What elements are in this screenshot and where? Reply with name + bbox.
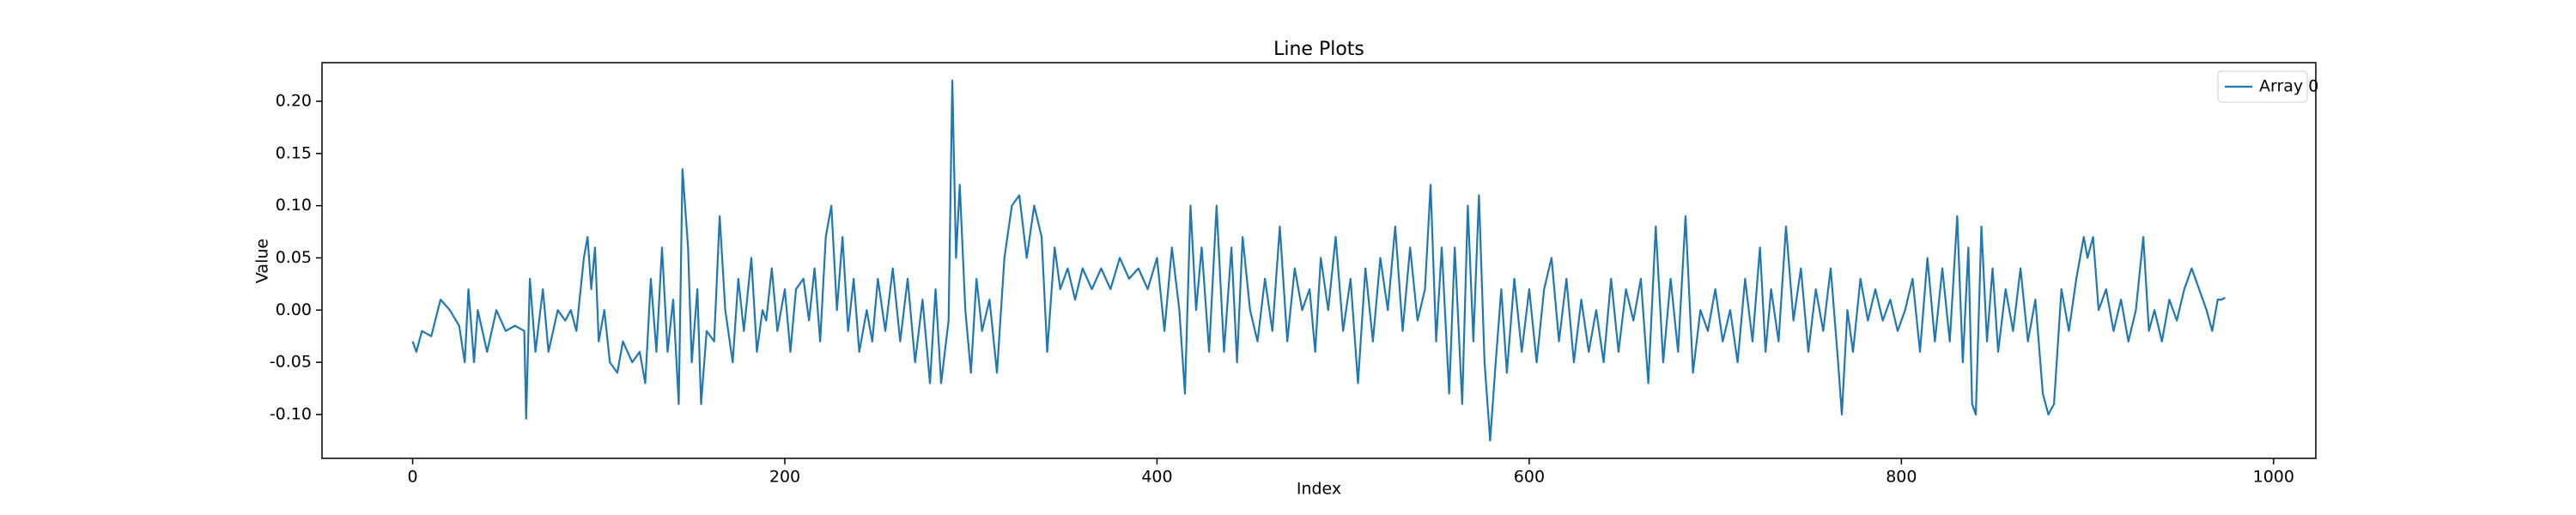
x-tick-label: 200 <box>769 468 800 487</box>
y-tick-label: 0.20 <box>276 92 312 111</box>
y-tick-label: 0.00 <box>276 300 312 319</box>
chart-title: Line Plots <box>1273 39 1364 60</box>
x-tick-label: 0 <box>407 468 417 487</box>
y-axis-label: Value <box>253 239 272 283</box>
y-tick-label: 0.10 <box>276 196 312 215</box>
legend-label: Array 0 <box>2259 77 2318 96</box>
x-tick-label: 800 <box>1886 468 1917 487</box>
x-tick-label: 1000 <box>2253 468 2294 487</box>
y-tick-label: -0.05 <box>270 353 312 372</box>
legend-box <box>2217 70 2308 103</box>
x-tick-label: 400 <box>1141 468 1172 487</box>
y-tick-label: 0.15 <box>276 143 312 162</box>
x-axis-label: Index <box>1297 480 1341 499</box>
line <box>411 79 2226 442</box>
x-tick-label: 600 <box>1514 468 1545 487</box>
plot-frame <box>321 62 2317 459</box>
y-tick-label: -0.10 <box>270 404 312 423</box>
y-tick-label: 0.05 <box>276 248 312 267</box>
